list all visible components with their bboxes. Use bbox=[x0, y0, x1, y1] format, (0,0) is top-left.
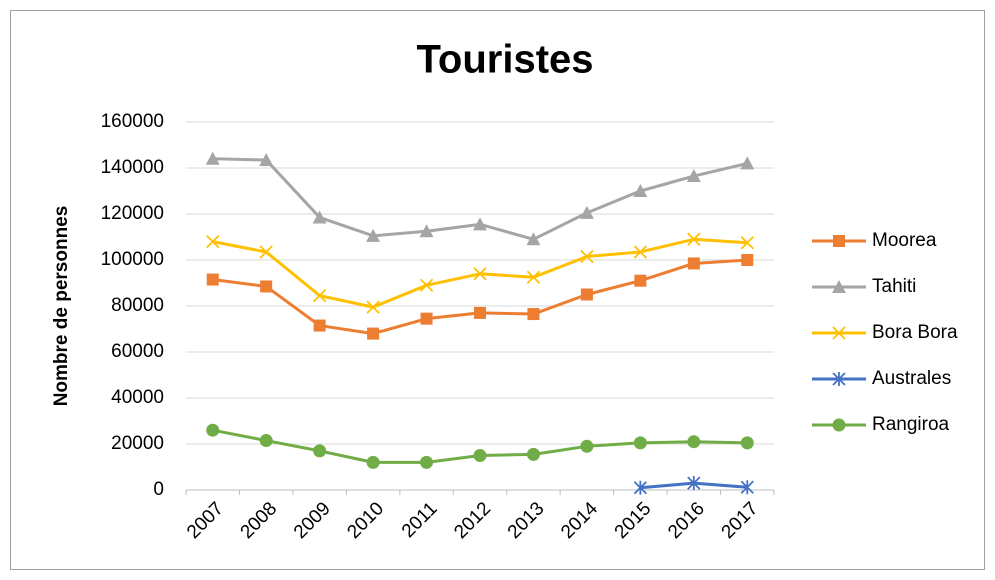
data-point bbox=[634, 274, 647, 287]
data-point bbox=[366, 300, 380, 314]
data-point bbox=[740, 436, 754, 450]
data-point bbox=[741, 254, 754, 266]
data-point bbox=[313, 444, 327, 458]
data-point bbox=[206, 423, 220, 437]
y-tick-label: 20000 bbox=[111, 433, 164, 454]
data-point bbox=[473, 267, 487, 281]
legend-marker bbox=[832, 372, 846, 386]
data-point bbox=[526, 232, 541, 246]
data-point bbox=[474, 306, 486, 319]
y-tick-label: 100000 bbox=[101, 249, 164, 270]
data-point bbox=[206, 273, 219, 286]
data-point bbox=[633, 245, 648, 259]
y-tick-label: 120000 bbox=[101, 203, 164, 224]
y-tick-label: 80000 bbox=[111, 295, 164, 316]
data-point bbox=[473, 449, 487, 462]
data-point bbox=[633, 480, 648, 495]
legend-label: Moorea bbox=[872, 230, 937, 251]
y-tick-label: 0 bbox=[153, 479, 164, 500]
data-point bbox=[259, 245, 273, 259]
y-axis-label: Nombre de personnes bbox=[51, 206, 72, 407]
data-point bbox=[260, 280, 273, 293]
data-point bbox=[740, 156, 755, 170]
data-point bbox=[687, 476, 701, 491]
data-point bbox=[740, 236, 754, 250]
data-point bbox=[740, 480, 754, 495]
data-point bbox=[686, 169, 701, 183]
legend-label: Rangiroa bbox=[872, 414, 950, 435]
data-point bbox=[420, 455, 434, 469]
data-point bbox=[579, 205, 594, 219]
legend-marker bbox=[832, 280, 846, 293]
chart-border bbox=[10, 10, 985, 570]
chart-title: Touristes bbox=[416, 38, 593, 82]
data-point bbox=[420, 312, 433, 325]
data-point bbox=[580, 439, 594, 453]
legend-label: Tahiti bbox=[872, 276, 916, 297]
legend-marker bbox=[832, 418, 846, 432]
data-point bbox=[687, 232, 701, 246]
data-point bbox=[473, 217, 487, 231]
data-point bbox=[687, 257, 700, 270]
legend-marker bbox=[832, 326, 846, 340]
y-tick-label: 160000 bbox=[101, 111, 164, 132]
data-point bbox=[313, 319, 326, 332]
data-point bbox=[366, 228, 381, 242]
data-point bbox=[687, 435, 701, 449]
data-point bbox=[526, 447, 540, 461]
data-point bbox=[366, 455, 380, 469]
data-point bbox=[259, 152, 274, 166]
data-point bbox=[580, 288, 593, 301]
legend-label: Australes bbox=[872, 368, 951, 389]
data-point bbox=[259, 434, 273, 448]
data-point bbox=[367, 327, 380, 340]
data-point bbox=[206, 234, 220, 249]
data-point bbox=[419, 224, 434, 238]
data-point bbox=[312, 289, 327, 303]
data-point bbox=[633, 436, 647, 450]
data-point bbox=[205, 151, 220, 165]
legend-label: Bora Bora bbox=[872, 322, 958, 343]
data-point bbox=[633, 184, 648, 197]
data-point bbox=[527, 308, 540, 321]
data-point bbox=[419, 278, 434, 292]
data-point bbox=[312, 210, 327, 224]
y-tick-label: 60000 bbox=[111, 341, 164, 362]
y-tick-label: 40000 bbox=[111, 387, 164, 408]
data-point bbox=[526, 270, 541, 284]
y-tick-label: 140000 bbox=[101, 157, 164, 178]
data-point bbox=[580, 249, 594, 264]
legend-marker bbox=[833, 235, 845, 247]
